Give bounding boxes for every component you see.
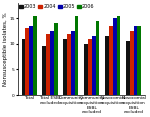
Bar — [25, 28, 29, 95]
Bar — [105, 36, 109, 95]
Bar — [33, 16, 37, 95]
Bar — [75, 16, 78, 95]
Bar — [46, 34, 50, 95]
Bar — [67, 34, 71, 95]
Bar — [92, 36, 96, 95]
Bar — [137, 26, 141, 95]
Bar — [29, 26, 33, 95]
Bar — [84, 44, 88, 95]
Bar — [22, 39, 25, 95]
Bar — [71, 31, 75, 95]
Bar — [117, 16, 120, 95]
Bar — [130, 31, 134, 95]
Bar — [109, 26, 113, 95]
Bar — [54, 23, 58, 95]
Bar — [126, 41, 130, 95]
Bar — [96, 21, 99, 95]
Bar — [134, 26, 137, 95]
Y-axis label: Nonsusceptible isolates, %: Nonsusceptible isolates, % — [3, 12, 8, 86]
Bar — [42, 46, 46, 95]
Bar — [50, 31, 54, 95]
Legend: 2003, 2004, 2005, 2006: 2003, 2004, 2005, 2006 — [19, 4, 95, 10]
Bar — [88, 39, 92, 95]
Bar — [113, 18, 117, 95]
Bar — [63, 39, 67, 95]
